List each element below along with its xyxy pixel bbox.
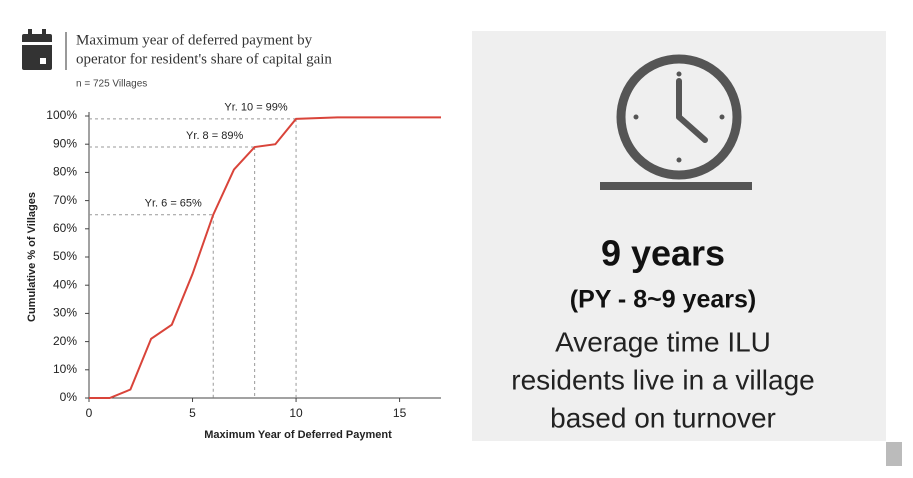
panel-description: residents live in a village bbox=[511, 364, 815, 395]
panel-description: Average time ILU bbox=[555, 326, 771, 357]
line bbox=[89, 116, 441, 399]
y-tick-label: 80% bbox=[53, 165, 77, 179]
y-tick-label: 90% bbox=[53, 136, 77, 150]
annotation: Yr. 8 = 89% bbox=[186, 130, 243, 142]
x-tick-label: 10 bbox=[289, 406, 303, 420]
annotation: Yr. 6 = 65% bbox=[145, 198, 202, 210]
y-tick-label: 60% bbox=[53, 221, 77, 235]
chart-title: Maximum year of deferred payment by bbox=[76, 32, 313, 48]
y-tick-label: 100% bbox=[46, 108, 77, 122]
y-tick-label: 50% bbox=[53, 249, 77, 263]
clock-icon bbox=[600, 54, 752, 190]
panel-headline: 9 years bbox=[601, 233, 725, 274]
panel-description: based on turnover bbox=[550, 402, 776, 433]
y-tick-label: 0% bbox=[60, 390, 78, 404]
calendar-icon bbox=[22, 29, 52, 70]
x-tick-label: 5 bbox=[189, 406, 196, 420]
chart-title: operator for resident's share of capital… bbox=[76, 51, 332, 67]
x-tick-label: 15 bbox=[393, 406, 407, 420]
x-tick-label: 0 bbox=[86, 406, 93, 420]
y-axis-label: Cumulative % of Villages bbox=[26, 192, 38, 322]
y-tick-label: 70% bbox=[53, 193, 77, 207]
y-tick-label: 40% bbox=[53, 277, 77, 291]
x-axis-label: Maximum Year of Deferred Payment bbox=[204, 429, 392, 441]
y-tick-label: 30% bbox=[53, 306, 77, 320]
chart-subtitle: n = 725 Villages bbox=[76, 79, 147, 90]
panel-subheadline: (PY - 8~9 years) bbox=[570, 286, 756, 314]
annotation: Yr. 10 = 99% bbox=[224, 102, 288, 114]
corner-square bbox=[886, 442, 902, 466]
y-tick-label: 10% bbox=[53, 362, 77, 376]
y-tick-label: 20% bbox=[53, 334, 77, 348]
